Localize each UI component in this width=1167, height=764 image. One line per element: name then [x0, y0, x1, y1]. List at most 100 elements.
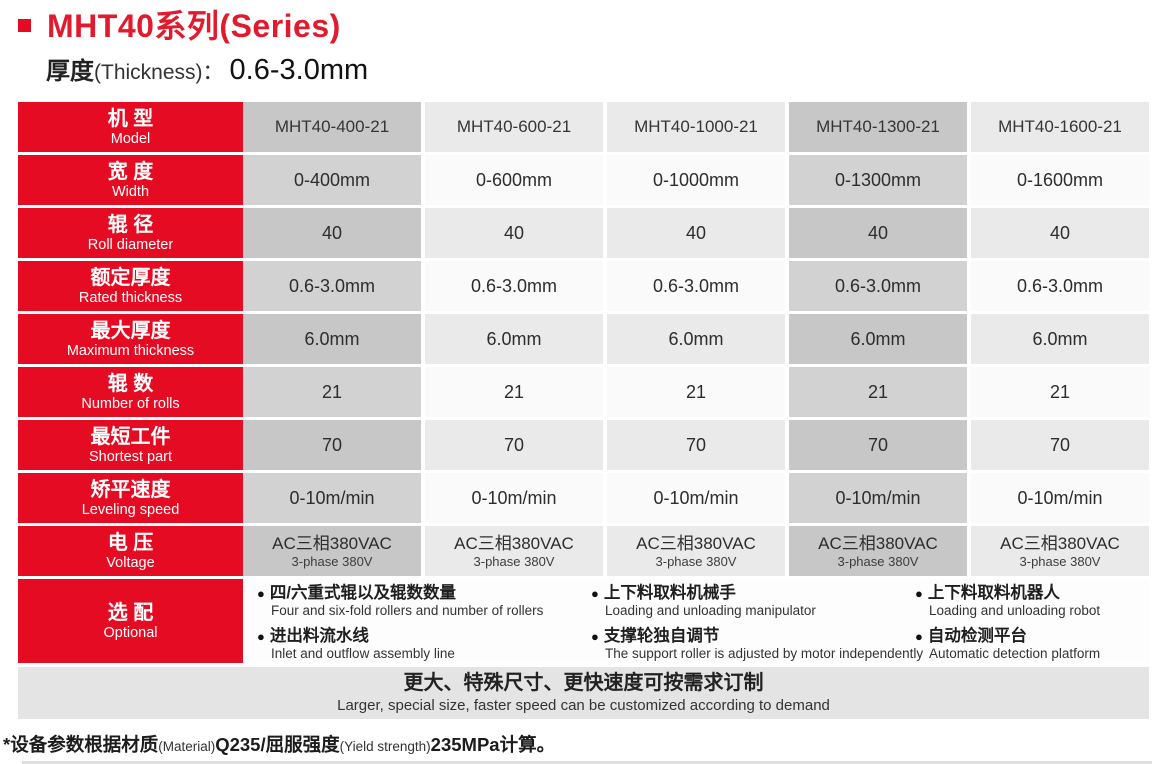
model-cell: MHT40-1600-21 [971, 102, 1149, 152]
row-header-en: Shortest part [88, 448, 172, 465]
voltage-en: 3-phase 380V [473, 553, 555, 569]
spec-value-cell: 70 [243, 420, 421, 470]
row-header-number-of-rolls: 辊 数 Number of rolls [18, 367, 243, 417]
row-header-en: Optional [103, 624, 158, 641]
spec-value-cell: 21 [607, 367, 785, 417]
spec-value-cell: 6.0mm [971, 314, 1149, 364]
voltage-en: 3-phase 380V [291, 553, 373, 569]
row-header-cn: 最短工件 [90, 425, 171, 448]
spec-value-cell: 0-400mm [243, 155, 421, 205]
footnote-part: (Material) [158, 739, 216, 754]
row-header-cn: 最大厚度 [90, 319, 171, 342]
voltage-cn: AC三相380VAC [272, 533, 392, 553]
optional-item: ● 上下料取料机器人 Loading and unloading robot [915, 584, 1100, 619]
row-header-cn: 额定厚度 [90, 266, 171, 289]
title-row: MHT40系列(Series) [18, 6, 1167, 46]
bullet-icon: ● [257, 586, 265, 601]
optional-item-en: Loading and unloading manipulator [605, 603, 816, 618]
row-header-cn: 机 型 [107, 107, 154, 130]
row-header-cn: 选 配 [107, 601, 154, 624]
footnote-part: Q235/屈服强度 [215, 734, 340, 755]
row-header-leveling-speed: 矫平速度 Leveling speed [18, 473, 243, 523]
optional-item-en: Inlet and outflow assembly line [271, 646, 455, 661]
model-cell: MHT40-600-21 [425, 102, 603, 152]
row-header-roll-diameter: 辊 径 Roll diameter [18, 208, 243, 258]
spec-value-cell: 0.6-3.0mm [789, 261, 967, 311]
spec-value-cell: 6.0mm [607, 314, 785, 364]
footnote-part: (Yield strength) [339, 739, 431, 754]
customization-banner: 更大、特殊尺寸、更快速度可按需求订制 Larger, special size,… [18, 667, 1149, 719]
bullet-icon: ● [591, 586, 599, 601]
optional-items-area: ● 四/六重式辊以及辊数数量 Four and six-fold rollers … [243, 579, 1149, 663]
thickness-label-cn: 厚度 [46, 58, 94, 85]
row-header-cn: 宽 度 [107, 160, 154, 183]
row-model: 机 型 Model MHT40-400-21 MHT40-600-21 MHT4… [18, 102, 1149, 152]
page-header: MHT40系列(Series) 厚度(Thickness)： 0.6-3.0mm [0, 0, 1167, 91]
model-cell: MHT40-400-21 [243, 102, 421, 152]
voltage-cn: AC三相380VAC [454, 533, 574, 553]
row-header-voltage: 电 压 Voltage [18, 526, 243, 576]
voltage-en: 3-phase 380V [655, 553, 737, 569]
optional-item: ● 支撑轮独自调节 The support roller is adjusted … [591, 627, 923, 662]
row-shortest-part: 最短工件 Shortest part 70 70 70 70 70 [18, 420, 1149, 470]
voltage-cell: AC三相380VAC 3-phase 380V [607, 526, 785, 576]
optional-item-cn: 进出料流水线 [269, 627, 369, 645]
row-header-shortest-part: 最短工件 Shortest part [18, 420, 243, 470]
row-header-en: Model [110, 130, 151, 147]
voltage-cn: AC三相380VAC [636, 533, 756, 553]
voltage-cn: AC三相380VAC [1000, 533, 1120, 553]
optional-item-en: Automatic detection platform [929, 646, 1101, 661]
row-number-of-rolls: 辊 数 Number of rolls 21 21 21 21 21 [18, 367, 1149, 417]
row-header-en: Number of rolls [81, 395, 180, 412]
spec-value-cell: 6.0mm [425, 314, 603, 364]
row-header-model: 机 型 Model [18, 102, 243, 152]
spec-value-cell: 21 [425, 367, 603, 417]
voltage-cell: AC三相380VAC 3-phase 380V [243, 526, 421, 576]
voltage-cell: AC三相380VAC 3-phase 380V [789, 526, 967, 576]
spec-value-cell: 70 [425, 420, 603, 470]
row-header-cn: 电 压 [107, 531, 154, 554]
spec-value-cell: 0-1000mm [607, 155, 785, 205]
spec-value-cell: 70 [971, 420, 1149, 470]
page-title: MHT40系列(Series) [47, 8, 341, 44]
row-header-en: Voltage [106, 554, 155, 571]
spec-value-cell: 70 [789, 420, 967, 470]
row-leveling-speed: 矫平速度 Leveling speed 0-10m/min 0-10m/min … [18, 473, 1149, 523]
optional-group-2: ● 上下料取料机械手 Loading and unloading manipula… [591, 584, 923, 670]
row-header-en: Width [111, 183, 150, 200]
spec-value-cell: 21 [789, 367, 967, 417]
row-header-cn: 矫平速度 [90, 478, 171, 501]
spec-value-cell: 0.6-3.0mm [243, 261, 421, 311]
next-section-edge [22, 761, 1152, 764]
optional-item-cn: 四/六重式辊以及辊数数量 [269, 584, 456, 602]
spec-value-cell: 40 [243, 208, 421, 258]
footnote-part: *设备参数根据材质 [3, 734, 159, 755]
optional-item-cn: 支撑轮独自调节 [603, 627, 720, 645]
footnote-part: 235MPa计算。 [430, 734, 556, 755]
spec-value-cell: 0-1600mm [971, 155, 1149, 205]
row-rated-thickness: 额定厚度 Rated thickness 0.6-3.0mm 0.6-3.0mm… [18, 261, 1149, 311]
bullet-icon: ● [915, 629, 923, 644]
bullet-icon: ● [591, 629, 599, 644]
optional-item: ● 上下料取料机械手 Loading and unloading manipula… [591, 584, 923, 619]
optional-item: ● 四/六重式辊以及辊数数量 Four and six-fold rollers … [257, 584, 543, 619]
spec-value-cell: 0-10m/min [971, 473, 1149, 523]
row-header-optional: 选 配 Optional [18, 579, 243, 663]
title-square-icon [18, 19, 31, 32]
optional-item-cn: 自动检测平台 [927, 627, 1027, 645]
voltage-cn: AC三相380VAC [818, 533, 938, 553]
row-header-en: Maximum thickness [66, 342, 195, 359]
bullet-icon: ● [915, 586, 923, 601]
row-width: 宽 度 Width 0-400mm 0-600mm 0-1000mm 0-130… [18, 155, 1149, 205]
optional-group-3: ● 上下料取料机器人 Loading and unloading robot ● 自… [915, 584, 1100, 670]
spec-value-cell: 21 [243, 367, 421, 417]
voltage-en: 3-phase 380V [1019, 553, 1101, 569]
spec-value-cell: 0.6-3.0mm [971, 261, 1149, 311]
spec-value-cell: 21 [971, 367, 1149, 417]
row-maximum-thickness: 最大厚度 Maximum thickness 6.0mm 6.0mm 6.0mm… [18, 314, 1149, 364]
model-cell: MHT40-1000-21 [607, 102, 785, 152]
optional-item: ● 进出料流水线 Inlet and outflow assembly line [257, 627, 543, 662]
row-roll-diameter: 辊 径 Roll diameter 40 40 40 40 40 [18, 208, 1149, 258]
row-optional: 选 配 Optional ● 四/六重式辊以及辊数数量 Four and six-… [18, 579, 1149, 663]
row-voltage: 电 压 Voltage AC三相380VAC 3-phase 380V AC三相… [18, 526, 1149, 576]
